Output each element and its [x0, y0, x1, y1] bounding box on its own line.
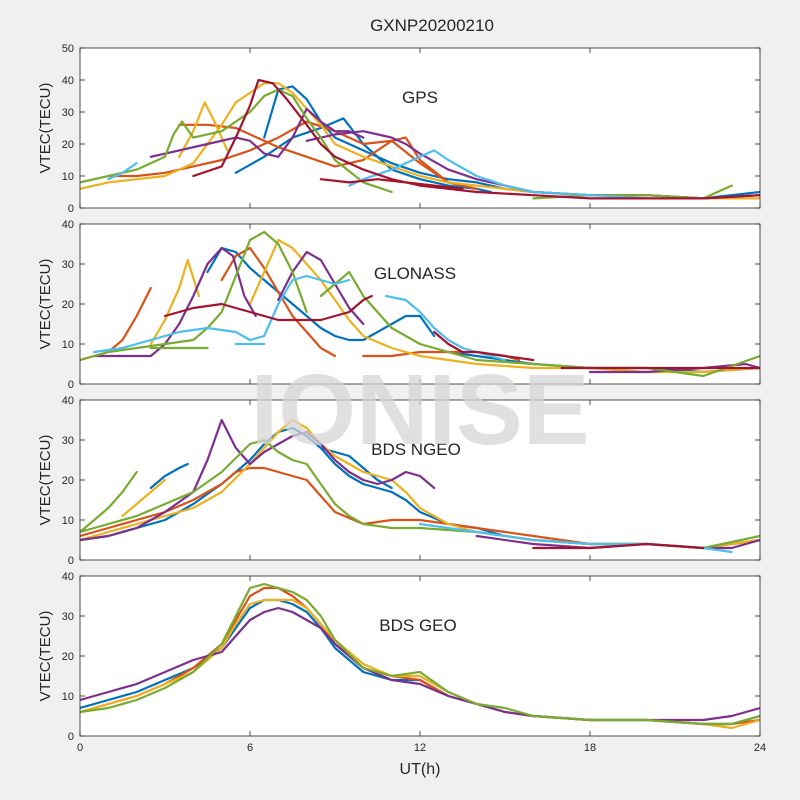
series-line-0: [206, 246, 436, 342]
series-line-8: [80, 88, 393, 194]
y-tick-label: 30: [62, 435, 74, 447]
y-tick-label: 30: [62, 259, 74, 271]
series-line-13: [93, 274, 351, 354]
series-line-10: [107, 162, 138, 181]
axes-background: [80, 576, 760, 736]
y-tick-label: 20: [62, 475, 74, 487]
y-tick-label: 30: [62, 611, 74, 623]
series-line-16: [163, 294, 373, 322]
figure-title: GXNP20200210: [370, 16, 494, 35]
subplots: 0 10 20 30 40 50 VTEC(TECU) GPS 0 10 20 30 40 VTEC(TE…: [37, 43, 766, 778]
series-group: [80, 78, 760, 200]
series-line-6: [149, 107, 365, 158]
y-tick-label: 10: [62, 691, 74, 703]
y-tick-label: 20: [62, 299, 74, 311]
series-line-3: [220, 246, 337, 358]
y-tick-label: 40: [62, 219, 74, 231]
y-tick-label: 40: [62, 75, 74, 87]
y-tick-label: 10: [62, 515, 74, 527]
series-line-4: [121, 478, 167, 518]
watermark: IONISE: [251, 354, 590, 466]
series-line-11: [532, 542, 705, 550]
series-line-17: [433, 330, 535, 362]
y-tick-label: 0: [68, 731, 74, 743]
series-group: [80, 582, 760, 730]
axes-background: [80, 48, 760, 208]
axes-background: [80, 400, 760, 560]
series-line-13: [319, 178, 464, 190]
series-line-8: [80, 470, 138, 534]
subplot-0: 0 10 20 30 40 50 VTEC(TECU) GPS: [37, 43, 761, 215]
series-line-3: [80, 466, 760, 550]
x-tick-label: 6: [247, 742, 253, 754]
series-line-4: [80, 582, 760, 726]
y-axis-label: VTEC(TECU): [37, 435, 54, 526]
panel-label: GLONASS: [374, 264, 456, 283]
series-line-7: [93, 246, 257, 358]
y-axis-label: VTEC(TECU): [37, 259, 54, 350]
subplot-2: 0 10 20 30 40 VTEC(TECU) BDS NGEO: [37, 395, 761, 567]
subplot-3: 0 10 20 30 40 0 6 12 18 24 VTEC(TECU) BDS GEO UT(h): [37, 571, 766, 778]
series-line-15: [384, 294, 507, 362]
y-tick-label: 20: [62, 139, 74, 151]
y-tick-label: 30: [62, 107, 74, 119]
series-line-6: [80, 418, 436, 542]
series-line-5: [149, 258, 201, 346]
series-line-2: [319, 446, 393, 490]
panel-label: GPS: [402, 88, 438, 107]
panel-label: BDS GEO: [379, 616, 456, 635]
series-line-11: [348, 149, 648, 200]
series-line-5: [178, 101, 229, 158]
y-tick-label: 0: [68, 379, 74, 391]
series-line-3: [178, 123, 450, 184]
y-axis-label: VTEC(TECU): [37, 611, 54, 702]
x-tick-label: 24: [754, 742, 766, 754]
y-tick-label: 40: [62, 395, 74, 407]
y-tick-label: 0: [68, 555, 74, 567]
y-tick-label: 10: [62, 339, 74, 351]
y-tick-label: 40: [62, 571, 74, 583]
y-axis-label: VTEC(TECU): [37, 83, 54, 174]
y-tick-label: 20: [62, 651, 74, 663]
series-group: [80, 418, 760, 554]
x-tick-label: 18: [584, 742, 596, 754]
series-group: [80, 230, 760, 378]
y-tick-label: 50: [62, 43, 74, 55]
y-tick-label: 10: [62, 171, 74, 183]
subplot-1: 0 10 20 30 40 VTEC(TECU) GLONASS: [37, 219, 761, 391]
series-line-10: [80, 230, 308, 362]
series-line-1: [149, 462, 189, 490]
y-tick-label: 0: [68, 203, 74, 215]
panel-label: BDS NGEO: [371, 440, 461, 459]
series-line-12: [192, 78, 760, 200]
axes-background: [80, 224, 760, 384]
x-tick-label: 0: [77, 742, 83, 754]
x-tick-label: 12: [414, 742, 426, 754]
x-axis-label: UT(h): [400, 761, 441, 778]
